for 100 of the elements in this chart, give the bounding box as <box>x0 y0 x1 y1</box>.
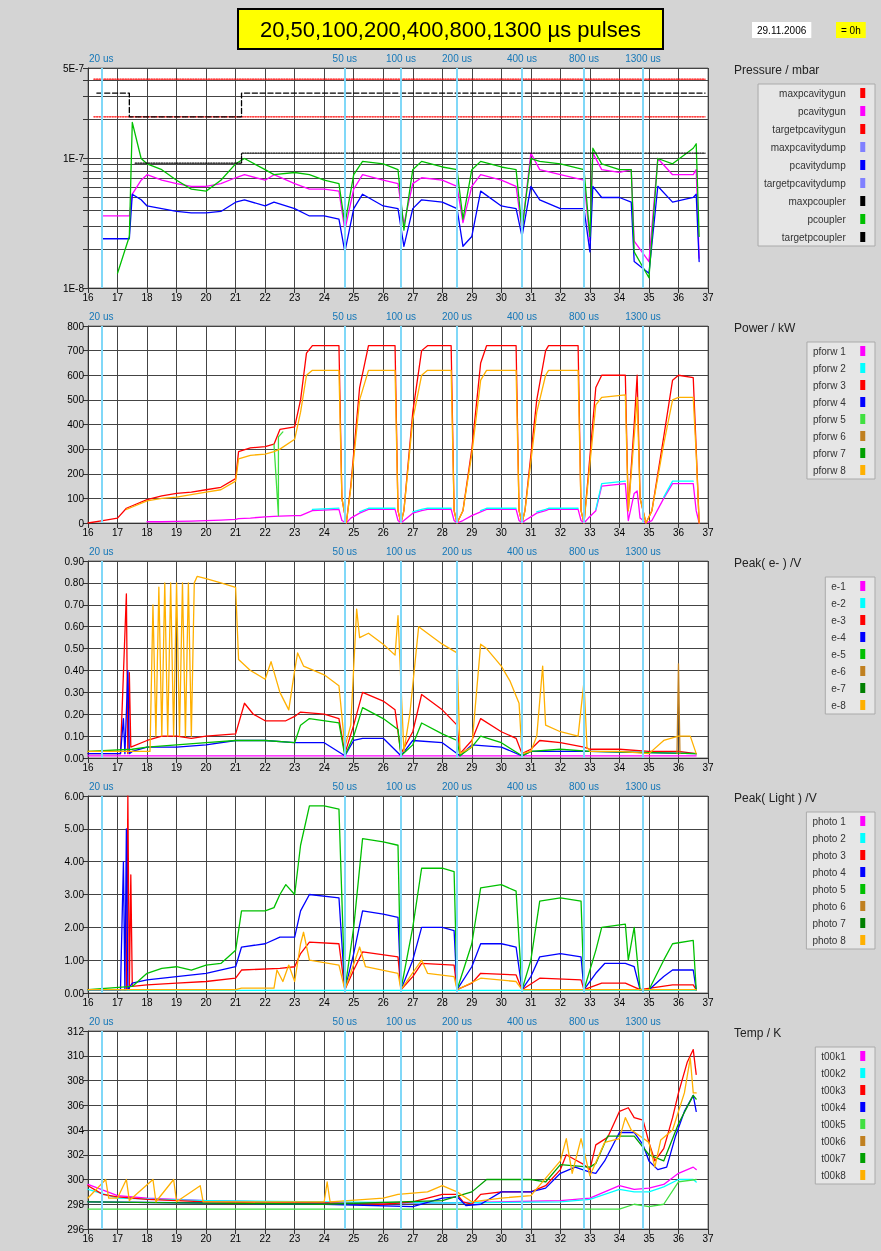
x-tick-label: 32 <box>554 1232 567 1244</box>
legend-label: targetpcoupler <box>781 231 847 243</box>
ref-line-label: 20 us <box>89 1015 114 1027</box>
y-tick-label: 0.10 <box>64 730 85 742</box>
x-tick-label: 17 <box>111 996 124 1008</box>
x-tick-label: 27 <box>407 761 419 773</box>
x-tick-label: 26 <box>377 291 390 303</box>
x-tick-label: 23 <box>289 526 301 538</box>
ref-line-label: 200 us <box>442 780 473 792</box>
x-tick-label: 27 <box>407 996 419 1008</box>
ref-line-label: 400 us <box>506 780 538 792</box>
x-tick-label: 24 <box>318 761 331 773</box>
legend-label: photo 2 <box>812 832 847 844</box>
y-tick-label: 296 <box>67 1223 85 1235</box>
ref-line-label: 200 us <box>442 52 473 64</box>
x-tick-label: 28 <box>436 996 449 1008</box>
x-tick-label: 31 <box>525 526 537 538</box>
x-tick-label: 26 <box>377 526 390 538</box>
legend-label: t00k1 <box>821 1050 847 1062</box>
y-tick-label: 3.00 <box>64 889 85 900</box>
y-tick-label: 0.00 <box>64 987 85 999</box>
y-tick-label: 4.00 <box>64 856 85 868</box>
x-tick-label: 25 <box>348 526 360 538</box>
x-tick-label: 22 <box>259 291 272 303</box>
ref-line-label: 400 us <box>506 310 538 322</box>
ref-line-label: 1300 us <box>625 780 661 792</box>
x-tick-label: 17 <box>111 761 124 773</box>
x-tick-label: 24 <box>318 996 331 1008</box>
y-tick-label: 1.00 <box>64 954 85 966</box>
legend-label: pforw 1 <box>812 345 847 357</box>
legend-label: maxpcavitydump <box>770 141 847 153</box>
x-tick-label: 19 <box>171 761 183 773</box>
legend-label: e-4 <box>831 631 847 643</box>
x-tick-label: 32 <box>554 996 567 1008</box>
legend-label: pforw 3 <box>812 379 847 391</box>
x-tick-label: 36 <box>672 526 685 538</box>
ref-line-label: 50 us <box>332 52 358 64</box>
x-tick-label: 30 <box>495 526 508 538</box>
x-tick-label: 31 <box>525 761 537 773</box>
x-tick-label: 17 <box>111 1232 124 1244</box>
x-tick-label: 21 <box>230 996 242 1008</box>
legend-label: e-3 <box>831 614 847 626</box>
x-tick-label: 30 <box>495 291 508 303</box>
legend-label: photo 4 <box>812 866 847 878</box>
x-tick-label: 20 <box>200 996 213 1008</box>
x-tick-label: 32 <box>554 761 567 773</box>
ref-line-label: 200 us <box>442 1015 473 1027</box>
x-tick-label: 21 <box>230 526 242 538</box>
legend-label: pforw 8 <box>812 464 847 476</box>
y-tick-label: 6.00 <box>64 790 85 802</box>
x-tick-label: 36 <box>672 761 685 773</box>
x-tick-label: 20 <box>200 291 213 303</box>
y-tick-label: 298 <box>67 1198 85 1210</box>
x-tick-label: 26 <box>377 761 390 773</box>
legend-label: maxpcoupler <box>788 195 847 207</box>
x-tick-label: 19 <box>171 291 183 303</box>
legend-label: photo 6 <box>812 900 847 912</box>
legend-title: Power / kW <box>734 321 797 335</box>
legend-label: t00k5 <box>821 1118 847 1130</box>
legend-title: Pressure / mbar <box>734 63 820 77</box>
y-tick-label: 100 <box>67 492 85 504</box>
ref-line-label: 50 us <box>332 310 358 322</box>
y-tick-label: 5E-7 <box>62 62 85 74</box>
legend-label: pforw 5 <box>812 413 847 425</box>
x-tick-label: 22 <box>259 996 272 1008</box>
x-tick-label: 18 <box>141 1232 154 1244</box>
x-tick-label: 27 <box>407 291 419 303</box>
legend-label: pforw 4 <box>812 396 847 408</box>
ref-line-label: 20 us <box>89 310 114 322</box>
x-tick-label: 25 <box>348 996 360 1008</box>
ref-line-label: 50 us <box>332 545 358 557</box>
ref-line-label: 50 us <box>332 1015 358 1027</box>
y-tick-label: 700 <box>67 345 85 357</box>
ref-line-label: 1300 us <box>625 52 661 64</box>
y-tick-label: 310 <box>67 1050 85 1062</box>
x-tick-label: 30 <box>495 996 508 1008</box>
y-tick-label: 308 <box>67 1075 85 1086</box>
y-tick-label: 800 <box>67 320 85 332</box>
y-tick-label: 0.80 <box>64 577 85 589</box>
y-tick-label: 0.60 <box>64 621 85 633</box>
x-tick-label: 16 <box>82 996 94 1008</box>
legend-label: pforw 7 <box>812 447 847 459</box>
ref-line-label: 800 us <box>568 52 600 64</box>
legend-label: pcavitydump <box>789 159 847 171</box>
x-tick-label: 33 <box>584 291 596 303</box>
x-tick-label: 33 <box>584 526 596 538</box>
x-tick-label: 36 <box>672 1232 685 1244</box>
x-tick-label: 26 <box>377 1232 390 1244</box>
x-tick-label: 30 <box>495 1232 508 1244</box>
ref-line-label: 20 us <box>89 52 114 64</box>
x-tick-label: 22 <box>259 761 272 773</box>
legend-label: e-8 <box>831 699 847 711</box>
y-tick-label: 0.40 <box>64 664 85 676</box>
legend-label: t00k6 <box>821 1135 847 1147</box>
x-tick-label: 22 <box>259 1232 272 1244</box>
ref-line-label: 400 us <box>506 1015 538 1027</box>
y-tick-label: 0.20 <box>64 708 85 720</box>
x-tick-label: 18 <box>141 761 154 773</box>
y-tick-label: 5.00 <box>64 823 85 835</box>
x-tick-label: 34 <box>613 526 626 538</box>
